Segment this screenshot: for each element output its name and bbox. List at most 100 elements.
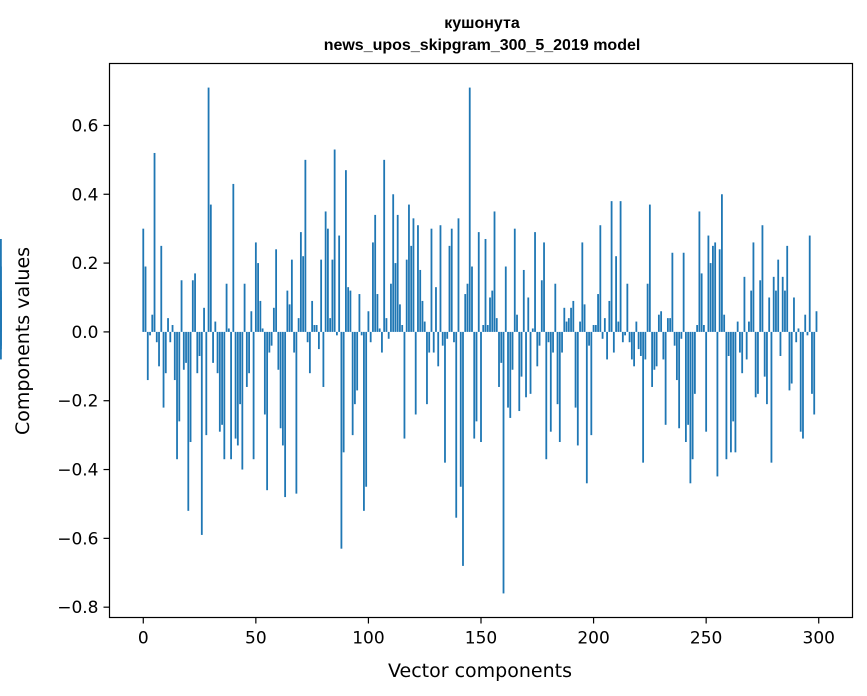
bar-216 — [628, 331, 631, 343]
bar-95 — [356, 331, 359, 391]
bar-248 — [700, 273, 703, 332]
bar-193 — [576, 331, 579, 446]
bar-81 — [324, 211, 327, 332]
bar-299 — [815, 311, 818, 332]
bar-3 — [149, 331, 151, 336]
bar-210 — [615, 256, 617, 332]
x-tick-label: 200 — [577, 629, 609, 649]
bar-154 — [489, 297, 491, 332]
bar-202 — [597, 294, 599, 332]
bar-268 — [745, 331, 748, 360]
bar-6 — [155, 331, 158, 343]
bar-187 — [563, 307, 566, 332]
bar-186 — [561, 331, 563, 353]
bar-61 — [279, 331, 282, 429]
bar-18 — [182, 331, 185, 370]
bar-113 — [396, 214, 399, 332]
bar-101 — [369, 331, 372, 343]
bar-44 — [241, 331, 244, 470]
bar-183 — [554, 283, 557, 332]
x-axis-ticks: 0 50 100 150 200 250 300 — [138, 617, 835, 649]
bar-163 — [509, 331, 512, 418]
bar-19 — [185, 331, 187, 363]
bar-232 — [664, 331, 667, 425]
bar-104 — [376, 294, 379, 332]
bar-125 — [423, 321, 426, 332]
bar-137 — [450, 228, 453, 332]
bar-132 — [439, 225, 442, 332]
bar-1 — [144, 266, 147, 332]
bar-158 — [498, 331, 500, 387]
bar-53 — [261, 328, 264, 332]
y-tick-label: 0.6 — [71, 116, 98, 136]
x-tick-label: 300 — [803, 629, 835, 649]
bar-40 — [232, 183, 235, 332]
bar-192 — [574, 331, 577, 408]
bar-34 — [218, 331, 221, 432]
bar-134 — [444, 331, 446, 463]
bar-203 — [599, 225, 602, 332]
bar-174 — [534, 232, 536, 332]
bar-36 — [223, 331, 226, 460]
bar-205 — [603, 318, 606, 332]
y-tick-label: −0.4 — [57, 461, 98, 481]
bar-290 — [795, 331, 798, 343]
bar-103 — [374, 214, 377, 332]
bar-274 — [759, 280, 762, 332]
bar-221 — [639, 331, 642, 356]
bar-209 — [612, 331, 615, 353]
bar-236 — [673, 331, 676, 346]
bar-201 — [594, 325, 597, 332]
bar-4 — [151, 314, 154, 332]
bar-194 — [579, 321, 581, 332]
bar-241 — [684, 331, 687, 443]
bar-52 — [259, 300, 262, 332]
bar-12 — [169, 331, 172, 343]
bar-220 — [637, 331, 640, 350]
bar-273 — [757, 331, 759, 394]
bar-26 — [200, 331, 203, 535]
bar-195 — [581, 242, 584, 332]
bar-93 — [351, 331, 354, 436]
bar-85 — [333, 149, 336, 332]
bar-27 — [203, 307, 205, 332]
bar-105 — [378, 328, 381, 332]
chart-subtitle: news_upos_skipgram_300_5_2019 model — [324, 37, 641, 54]
bar-86 — [336, 331, 338, 336]
bar-243 — [689, 331, 692, 484]
bar-16 — [178, 331, 181, 422]
bar-269 — [748, 321, 750, 332]
bar-169 — [522, 269, 525, 332]
bar-139 — [455, 331, 458, 518]
x-tick-label: 150 — [465, 629, 497, 649]
bar-89 — [342, 331, 345, 453]
bar-211 — [617, 321, 620, 332]
bar-229 — [657, 314, 660, 332]
bar-94 — [354, 331, 356, 405]
bar-288 — [790, 331, 793, 384]
bar-198 — [588, 331, 590, 346]
bar-266 — [741, 331, 744, 374]
bar-114 — [399, 304, 401, 332]
bar-276 — [763, 331, 766, 377]
bar-244 — [691, 331, 694, 460]
bar-259 — [725, 331, 728, 460]
bar-72 — [304, 159, 307, 332]
bar-78 — [317, 331, 320, 350]
bar-264 — [736, 321, 739, 332]
bar-206 — [606, 331, 608, 360]
y-tick-label: −0.6 — [57, 529, 98, 549]
bar-287 — [788, 331, 791, 391]
bar-235 — [671, 252, 674, 332]
bar-278 — [768, 297, 771, 332]
bar-70 — [299, 232, 302, 332]
bar-51 — [257, 263, 259, 332]
bar-45 — [243, 283, 246, 332]
bar-261 — [730, 331, 732, 453]
bar-50 — [254, 242, 257, 332]
bar-151 — [482, 325, 485, 332]
bar-65 — [288, 304, 291, 332]
bar-63 — [284, 331, 287, 498]
bar-117 — [405, 259, 408, 332]
bar-168 — [520, 331, 523, 377]
